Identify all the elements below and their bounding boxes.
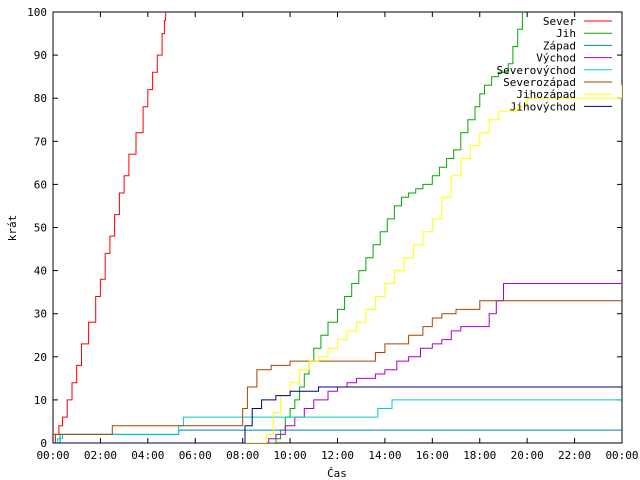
- legend-label: Severozápad: [503, 76, 576, 89]
- legend-label: Jih: [556, 27, 576, 40]
- y-tick-label: 80: [34, 92, 47, 105]
- series-line-3: [53, 283, 622, 443]
- x-tick-label: 00:00: [605, 449, 638, 462]
- x-axis-label: Čas: [327, 467, 347, 480]
- legend-label: Západ: [543, 39, 576, 52]
- x-tick-label: 18:00: [463, 449, 496, 462]
- y-tick-label: 40: [34, 265, 47, 278]
- legend-label: Sever: [543, 15, 576, 28]
- y-tick-label: 10: [34, 394, 47, 407]
- y-axis: 0 10 20 30 40 50 60 70 80 90 100: [27, 6, 622, 450]
- series-lines: [53, 12, 622, 443]
- legend-label: Jihovýchod: [510, 100, 576, 113]
- legend-label: Severovýchod: [497, 64, 576, 77]
- x-tick-label: 14:00: [368, 449, 401, 462]
- y-tick-label: 70: [34, 135, 47, 148]
- y-tick-label: 60: [34, 178, 47, 191]
- x-tick-label: 22:00: [558, 449, 591, 462]
- legend-label: Jihozápad: [516, 88, 576, 101]
- x-tick-label: 06:00: [179, 449, 212, 462]
- x-tick-label: 00:00: [36, 449, 69, 462]
- series-line-0: [53, 12, 167, 443]
- legend: SeverJihZápadVýchodSeverovýchodSeverozáp…: [497, 15, 612, 113]
- series-line-1: [53, 12, 523, 443]
- x-tick-label: 02:00: [84, 449, 117, 462]
- series-line-4: [53, 399, 622, 443]
- x-tick-label: 08:00: [226, 449, 259, 462]
- y-tick-label: 20: [34, 351, 47, 364]
- y-tick-label: 90: [34, 49, 47, 62]
- legend-label: Východ: [536, 52, 576, 65]
- x-tick-label: 16:00: [416, 449, 449, 462]
- y-tick-label: 50: [34, 222, 47, 235]
- x-tick-label: 10:00: [274, 449, 307, 462]
- x-tick-label: 12:00: [321, 449, 354, 462]
- y-tick-label: 0: [40, 437, 47, 450]
- series-line-7: [53, 386, 622, 443]
- y-axis-label: krát: [6, 215, 19, 242]
- x-tick-label: 04:00: [131, 449, 164, 462]
- y-tick-label: 100: [27, 6, 47, 19]
- x-axis: 00:00 02:00 04:00 06:00 08:00 10:00 12:00 14:00…: [36, 12, 639, 462]
- series-line-5: [53, 300, 622, 435]
- series-line-6: [53, 85, 622, 443]
- y-tick-label: 30: [34, 308, 47, 321]
- x-tick-label: 20:00: [511, 449, 544, 462]
